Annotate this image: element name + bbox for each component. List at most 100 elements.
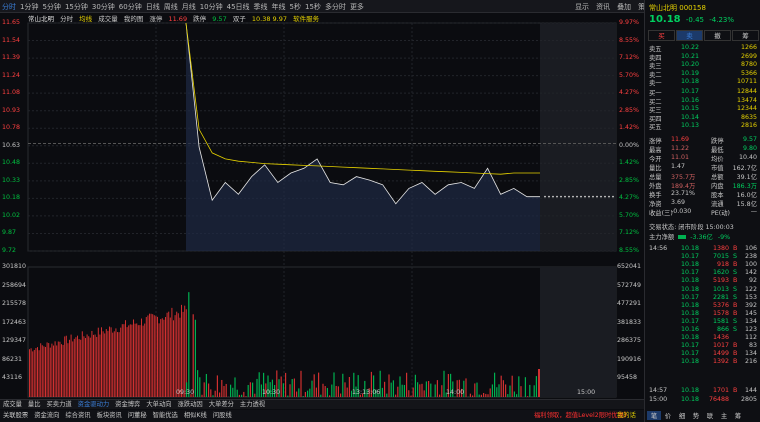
panel-tab[interactable]: 筹: [734, 413, 742, 420]
volume-bar: [249, 382, 251, 397]
period-tab[interactable]: 1分钟: [20, 3, 39, 11]
volume-bar: [425, 381, 427, 397]
period-tab[interactable]: 年线: [271, 3, 286, 11]
period-tab[interactable]: 10分钟: [199, 3, 223, 11]
trade-button[interactable]: 撤: [704, 30, 731, 41]
tick-row[interactable]: 10.18 918 B 100: [649, 261, 757, 270]
tick-row[interactable]: 10.17 1017 B 83: [649, 342, 757, 351]
tick-row[interactable]: 10.18 5376 B 392: [649, 302, 757, 311]
price-area: [186, 23, 540, 251]
avg-line-label[interactable]: 均线: [79, 15, 93, 23]
stat-label: 跌停: [711, 138, 724, 145]
stat-label: PE(动): [711, 210, 730, 217]
bottom-tab[interactable]: 关联股票: [3, 412, 29, 419]
volume-bar: [472, 395, 474, 397]
period-tab[interactable]: 5分钟: [42, 3, 61, 11]
tick-count: 216: [744, 358, 757, 366]
period-tab[interactable]: 45日线: [226, 3, 250, 11]
period-tab[interactable]: 15分钟: [64, 3, 88, 11]
tick-price: 10.18: [681, 396, 700, 403]
panel-tab[interactable]: 势: [692, 413, 700, 420]
mode-label[interactable]: 分时: [60, 15, 74, 23]
volume-bar: [168, 311, 170, 397]
tick-row[interactable]: 10.17 2281 S 153: [649, 294, 757, 303]
volume-label[interactable]: 成交量: [98, 15, 118, 23]
period-tab[interactable]: 月线: [181, 3, 196, 11]
bottom-tab[interactable]: 问股线: [212, 412, 232, 419]
tick-row[interactable]: 14:56 10.18 1380 B 106: [649, 245, 757, 254]
trade-button[interactable]: 筹: [732, 30, 759, 41]
limit-up-value: 11.69: [168, 15, 188, 23]
volume-bar: [49, 347, 51, 397]
panel-tab[interactable]: 主: [720, 413, 728, 420]
tick-row[interactable]: 10.16 866 S 123: [649, 326, 757, 335]
panel-tab[interactable]: 价: [664, 413, 672, 420]
volume-bar: [487, 394, 489, 397]
my-words-link[interactable]: 我的话: [617, 412, 636, 419]
indicator-tab[interactable]: 资金博弈: [115, 401, 141, 408]
tool-menu-item[interactable]: 资讯: [596, 3, 611, 11]
bottom-tab[interactable]: 问董秘: [127, 412, 147, 419]
indicator-tab[interactable]: 涨跌动因: [177, 401, 203, 408]
panel-tab[interactable]: 笔: [647, 411, 661, 420]
level-price: 10.17: [681, 88, 700, 95]
period-tab[interactable]: 15秒: [305, 3, 321, 11]
avg-line: [185, 22, 540, 175]
indicator-tab[interactable]: 主力透视: [239, 401, 266, 408]
stat-label: 总量: [649, 174, 662, 181]
period-tab[interactable]: 周线: [163, 3, 178, 11]
stat-label: 换手: [649, 192, 662, 199]
trade-button[interactable]: 买: [648, 30, 675, 41]
period-tab[interactable]: 30分钟: [91, 3, 115, 11]
volume-bar: [107, 330, 109, 397]
indicator-tab[interactable]: 买卖力道: [46, 401, 72, 408]
bottom-tab[interactable]: 相似K线: [183, 412, 207, 419]
price-tick-right: 8.55%: [619, 247, 640, 254]
period-tab[interactable]: 分时: [2, 3, 16, 11]
period-tab[interactable]: 季线: [253, 3, 268, 11]
volume-bar: [150, 313, 152, 397]
price-tick-left: 10.02: [2, 211, 21, 219]
period-tab[interactable]: 日线: [145, 3, 160, 11]
tick-row[interactable]: 10.18 1578 B 145: [649, 310, 757, 319]
indicator-tab[interactable]: 成交量: [3, 401, 22, 408]
my-chart-label[interactable]: 我的图: [123, 15, 144, 23]
tick-row[interactable]: 10.17 1620 S 142: [649, 269, 757, 278]
period-tab[interactable]: 60分钟: [118, 3, 142, 11]
tool-menu-item[interactable]: 显示: [575, 3, 590, 11]
tick-row[interactable]: 10.18 1392 B 216: [649, 358, 757, 367]
tick-row[interactable]: 10.17 1581 S 134: [649, 318, 757, 327]
tick-row[interactable]: 10.17 1499 B 134: [649, 350, 757, 359]
indicator-tab[interactable]: 大单差分: [208, 401, 234, 408]
level-label: 买一: [649, 90, 662, 97]
tool-menu-item[interactable]: 叠加: [617, 3, 632, 11]
tick-row[interactable]: 15:00 10.18 76488 2805: [649, 396, 757, 405]
bottom-tab[interactable]: 板块资讯: [96, 412, 122, 419]
tick-row[interactable]: 14:57 10.18 1701 B 144: [649, 387, 757, 396]
tick-row[interactable]: 10.18 5193 B 92: [649, 277, 757, 286]
bottom-tab[interactable]: 智能优选: [152, 412, 178, 419]
volume-bar: [137, 325, 139, 397]
sector-label[interactable]: 软件服务: [293, 15, 320, 23]
tick-count: 122: [744, 285, 757, 293]
indicator-tab[interactable]: 资金驱动力: [77, 401, 110, 408]
level-price: 10.20: [681, 61, 700, 68]
period-tab[interactable]: 多分时: [324, 3, 346, 11]
volume-bar: [93, 334, 94, 397]
promo-link[interactable]: 福利领取，超值Level2限时优惠》: [534, 412, 631, 419]
indicator-tab[interactable]: 量比: [27, 401, 41, 408]
bottom-tab[interactable]: 综合资讯: [65, 412, 91, 419]
trade-button[interactable]: 卖: [676, 30, 703, 41]
volume-bar: [203, 382, 205, 397]
panel-tab[interactable]: 联: [706, 413, 714, 420]
indicator-tab[interactable]: 大单动向: [146, 401, 172, 408]
tick-row[interactable]: 10.17 7015 S 238: [649, 253, 757, 262]
bottom-tab[interactable]: 资金流向: [34, 412, 60, 419]
tick-row[interactable]: 10.18 1013 S 122: [649, 286, 757, 295]
intraday-chart[interactable]: [0, 13, 644, 399]
tick-row[interactable]: 10.18 1436 112: [649, 334, 757, 343]
period-tab[interactable]: 5秒: [289, 3, 302, 11]
volume-bar: [370, 371, 372, 397]
panel-tab[interactable]: 细: [678, 413, 686, 420]
period-tab[interactable]: 更多: [349, 3, 364, 11]
